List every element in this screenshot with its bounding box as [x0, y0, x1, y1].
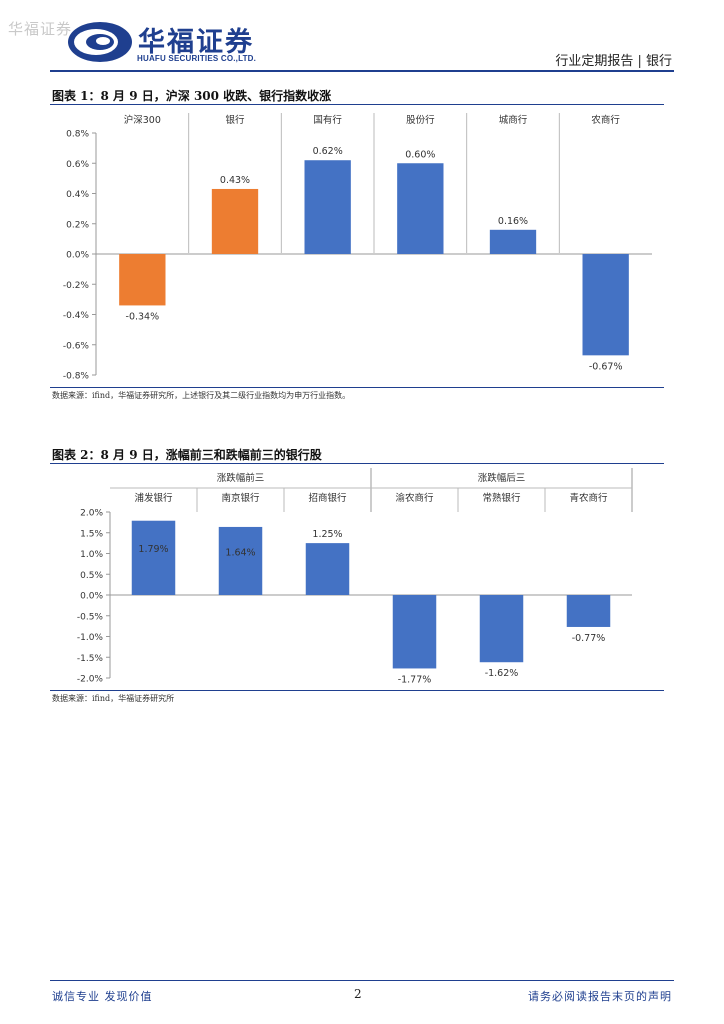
bar-6: [582, 254, 629, 356]
group-label: 涨跌幅前三: [217, 472, 265, 484]
data-label: 1.25%: [312, 529, 342, 540]
chart-2: 2.0% 1.5% 1.0% 0.5% 0.0% -0.5% -1.0% -1.5% -2.0%…: [77, 468, 633, 685]
data-label: 1.64%: [225, 548, 255, 559]
bar-4: [397, 163, 444, 254]
chart-1: 0.8% 0.6% 0.4% 0.2% 0.0% -0.2% -0.4% -0.6% -0.8%…: [63, 113, 652, 382]
bar-2: [211, 188, 259, 254]
bar-5: [489, 229, 537, 254]
category-label: 青农商行: [569, 492, 608, 504]
category-label: 南京银行: [221, 492, 260, 504]
category-label: 国有行: [313, 114, 342, 126]
footer-slogan: 诚信专业 发现价值: [52, 990, 153, 1003]
category-label: 常熟银行: [482, 492, 521, 504]
figure-2-source: 数据来源：ifind，华福证券研究所: [52, 694, 175, 703]
data-label: 0.62%: [313, 146, 343, 157]
figure-1-top-rule: [50, 104, 664, 105]
data-label: -0.67%: [589, 361, 623, 372]
figure-2-bottom-rule: [50, 690, 664, 691]
category-label: 城商行: [499, 114, 528, 126]
y-tick-label: -0.4%: [63, 311, 90, 321]
figure-1-source: 数据来源：ifind，华福证券研究所，上述银行及其二级行业指数均为申万行业指数。: [52, 391, 351, 400]
y-tick-label: -0.5%: [77, 612, 104, 622]
page-number: 2: [354, 987, 362, 1001]
data-label: -0.34%: [126, 311, 160, 322]
category-label: 浦发银行: [134, 492, 173, 504]
bar-4: [392, 595, 437, 669]
data-label: 0.43%: [220, 175, 250, 186]
figure-1-title: 图表 1：8 月 9 日，沪深 300 收跌、银行指数收涨: [52, 89, 332, 103]
y-tick-label: -2.0%: [77, 675, 104, 685]
figure-1-bottom-rule: [50, 387, 664, 388]
y-tick-label: -0.8%: [63, 372, 90, 382]
bar-2: [218, 526, 263, 595]
bar-6: [566, 595, 611, 627]
y-tick-label: 1.0%: [80, 550, 103, 560]
logo-name-en: HUAFU SECURITIES CO.,LTD.: [137, 54, 257, 63]
category-label: 渝农商行: [395, 492, 434, 504]
y-tick-label: 0.8%: [66, 130, 89, 140]
y-tick-label: -0.2%: [63, 281, 90, 291]
figure-2-top-rule: [50, 463, 664, 464]
group-label: 涨跌幅后三: [478, 472, 526, 484]
y-tick-label: -0.6%: [63, 341, 90, 351]
y-tick-label: 2.0%: [80, 509, 103, 519]
data-label: 0.16%: [498, 216, 528, 227]
bar-1: [131, 520, 176, 595]
logo-name-cn: 华福证券: [138, 27, 254, 58]
y-tick-label: -1.5%: [77, 654, 104, 664]
category-label: 股份行: [406, 114, 435, 126]
bar-1: [119, 254, 166, 306]
category-label: 招商银行: [308, 492, 347, 504]
footer-disclaimer: 请务必阅读报告末页的声明: [528, 990, 672, 1003]
bar-3: [305, 543, 350, 595]
y-tick-label: 0.5%: [80, 571, 103, 581]
data-label: 0.60%: [405, 149, 435, 160]
watermark-text: 华福证券: [8, 20, 73, 38]
y-tick-label: 1.5%: [80, 529, 103, 539]
data-label: -1.62%: [485, 668, 519, 679]
data-label: 1.79%: [138, 544, 168, 555]
y-tick-label: 0.6%: [66, 160, 89, 170]
y-tick-label: -1.0%: [77, 633, 104, 643]
bar-3: [304, 160, 351, 254]
y-tick-label: 0.0%: [66, 251, 89, 261]
bar-5: [479, 595, 524, 663]
footer-divider: [50, 980, 674, 981]
header-divider: [50, 70, 674, 72]
company-logo-icon: [68, 22, 132, 62]
y-tick-label: 0.4%: [66, 190, 89, 200]
data-label: -0.77%: [572, 633, 606, 644]
y-tick-label: 0.2%: [66, 220, 89, 230]
figure-2-title: 图表 2：8 月 9 日，涨幅前三和跌幅前三的银行股: [52, 448, 322, 462]
report-type-label: 行业定期报告 | 银行: [555, 54, 672, 69]
category-label: 沪深300: [124, 114, 161, 126]
category-label: 银行: [225, 114, 245, 126]
category-label: 农商行: [591, 114, 620, 126]
y-tick-label: 0.0%: [80, 592, 103, 602]
data-label: -1.77%: [398, 674, 432, 685]
